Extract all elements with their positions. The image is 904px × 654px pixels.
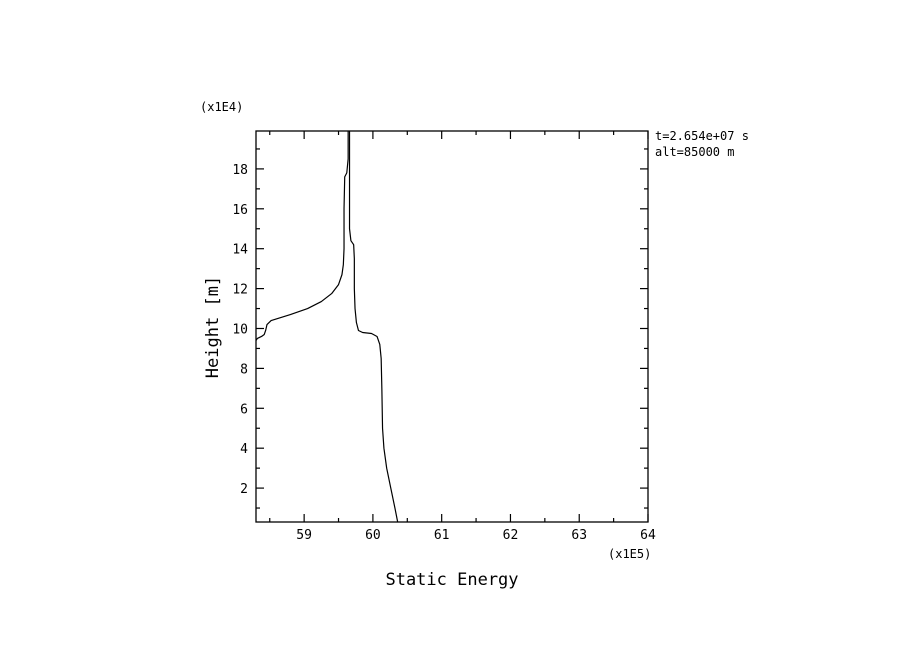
y-multiplier-label: (x1E4) xyxy=(200,100,243,114)
plot-frame xyxy=(255,130,649,523)
y-tick-label: 12 xyxy=(232,283,248,298)
y-tick-label: 2 xyxy=(240,482,248,497)
y-tick-label: 16 xyxy=(232,203,248,218)
series-layer xyxy=(256,131,399,522)
x-tick-label: 60 xyxy=(365,528,381,543)
x-multiplier-label: (x1E5) xyxy=(608,547,651,561)
x-tick-label: 64 xyxy=(640,528,656,543)
x-tick-label: 62 xyxy=(503,528,519,543)
y-tick-label: 18 xyxy=(232,163,248,178)
y-tick-label: 14 xyxy=(232,243,248,258)
tick-labels: 59 60 61 62 63 64 2 4 6 8 10 12 14 16 18 xyxy=(232,163,656,543)
series-line-2 xyxy=(348,131,399,522)
series-line-1 xyxy=(256,131,349,342)
y-axis-title: Height [m] xyxy=(203,276,223,378)
annotation-altitude: alt=85000 m xyxy=(655,145,734,159)
x-tick-label: 59 xyxy=(296,528,312,543)
x-tick-label: 63 xyxy=(571,528,587,543)
x-axis-title: Static Energy xyxy=(385,570,518,590)
y-tick-label: 10 xyxy=(232,322,248,337)
y-tick-label: 8 xyxy=(240,362,248,377)
annotation-time: t=2.654e+07 s xyxy=(655,129,749,143)
x-tick-label: 61 xyxy=(434,528,450,543)
y-tick-label: 6 xyxy=(240,402,248,417)
y-tick-label: 4 xyxy=(240,442,248,457)
tick-marks xyxy=(256,131,649,522)
